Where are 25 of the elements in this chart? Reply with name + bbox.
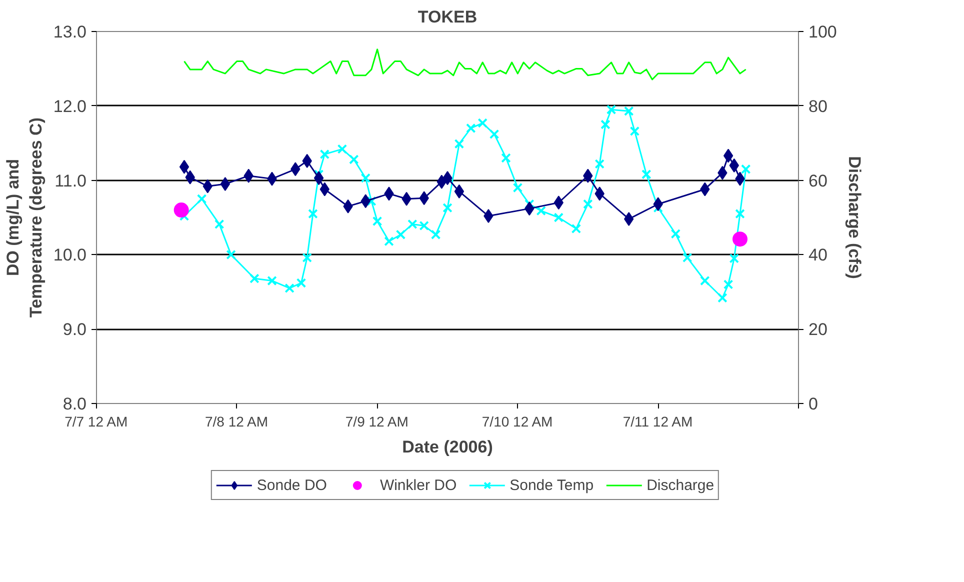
x-tick-label: 7/9 12 AM [345,414,408,430]
y2-tick-label: 80 [808,96,828,116]
legend-label: Sonde Temp [510,476,594,494]
legend-label: Winkler DO [380,476,457,494]
y-tick-label: 11.0 [54,171,87,190]
y2-tick-label: 40 [808,246,828,265]
chart-title: TOKEB [418,8,478,26]
y-tick-label: 10.0 [53,246,87,265]
y2-tick-label: 20 [808,320,828,340]
y2-tick-label: 100 [808,22,837,42]
x-tick-label: 7/7 12 AM [64,414,128,430]
legend-label: Sonde DO [256,476,327,494]
x-axis-title: Date (2006) [402,438,493,456]
x-tick-label: 7/10 12 AM [482,414,553,430]
x-tick-label: 7/8 12 AM [204,414,268,430]
y2-axis-title: Discharge (cfs) [844,156,864,279]
y-axis-title: DO (mg/L) and Temperature (degrees C) [4,118,46,318]
y-tick-label: 9.0 [62,320,87,340]
y2-tick-label: 0 [808,394,818,414]
y2-tick-label: 60 [808,171,828,190]
y-tick-label: 8.0 [62,394,87,414]
y-tick-label: 12.0 [53,96,87,116]
legend-label: Discharge [646,476,714,494]
y-tick-label: 13.0 [53,22,87,42]
x-tick-label: 7/11 12 AM [622,414,693,430]
